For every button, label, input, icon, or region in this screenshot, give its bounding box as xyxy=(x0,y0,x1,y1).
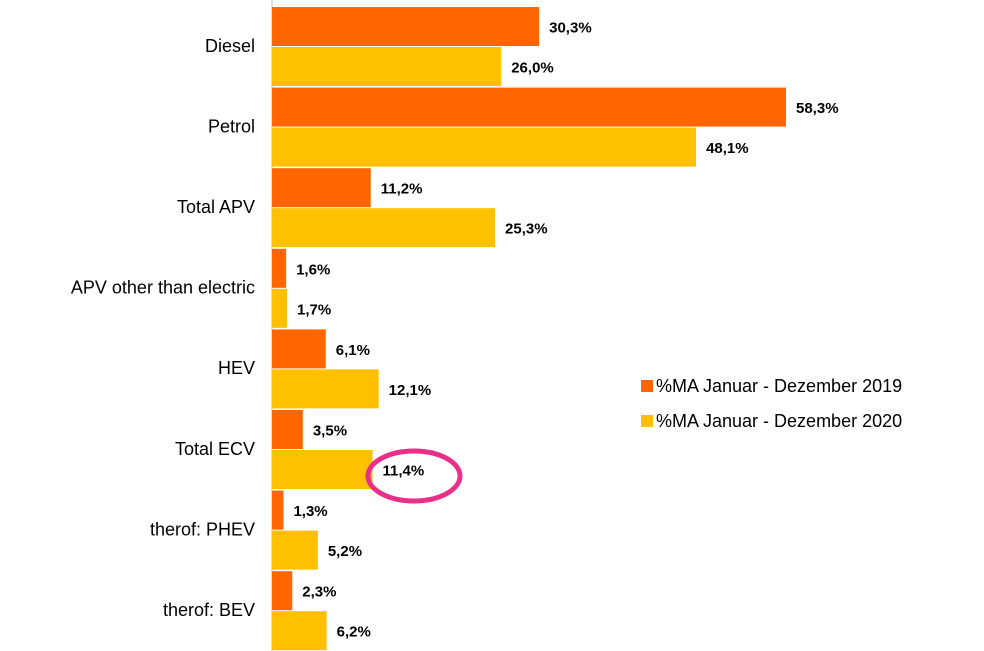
value-label: 11,4% xyxy=(383,462,425,479)
bar xyxy=(272,329,326,369)
bar xyxy=(272,450,373,489)
value-label: 12,1% xyxy=(389,382,432,399)
category-label: Total APV xyxy=(177,197,255,217)
value-label: 1,3% xyxy=(293,503,327,520)
category-label: Diesel xyxy=(205,36,255,56)
value-label: 2,3% xyxy=(302,584,336,601)
highlight-ring xyxy=(365,448,463,504)
bar xyxy=(272,208,496,248)
value-label: 6,2% xyxy=(337,624,371,641)
value-label: 30,3% xyxy=(549,19,592,36)
bar xyxy=(272,47,502,86)
legend-swatch xyxy=(641,415,653,427)
category-label: APV other than electric xyxy=(71,278,255,298)
value-label: 1,7% xyxy=(297,301,331,318)
value-label: 5,2% xyxy=(328,543,362,560)
legend-swatch xyxy=(641,380,653,392)
value-label: 3,5% xyxy=(313,422,347,439)
category-label: Total ECV xyxy=(175,439,255,459)
legend-label: %MA Januar - Dezember 2019 xyxy=(656,376,902,396)
value-label: 26,0% xyxy=(511,59,554,76)
bar xyxy=(272,571,293,611)
bar xyxy=(272,410,303,449)
bar xyxy=(272,7,540,46)
value-label: 6,1% xyxy=(336,342,370,359)
bar xyxy=(272,168,371,208)
bar xyxy=(272,490,284,530)
bar xyxy=(272,530,318,570)
value-label: 25,3% xyxy=(505,221,548,238)
bar xyxy=(272,288,287,328)
bar xyxy=(272,127,697,167)
bar xyxy=(272,611,327,651)
category-label: HEV xyxy=(218,358,255,378)
bar xyxy=(272,369,379,409)
value-label: 1,6% xyxy=(296,261,330,278)
bar xyxy=(272,248,287,288)
bar xyxy=(272,87,786,127)
value-label: 48,1% xyxy=(706,140,749,157)
category-label: therof: BEV xyxy=(163,600,255,620)
value-label: 58,3% xyxy=(796,100,839,117)
category-label: Petrol xyxy=(208,116,255,136)
value-label: 11,2% xyxy=(381,181,423,198)
legend-label: %MA Januar - Dezember 2020 xyxy=(656,411,902,431)
category-label: therof: PHEV xyxy=(150,519,255,539)
